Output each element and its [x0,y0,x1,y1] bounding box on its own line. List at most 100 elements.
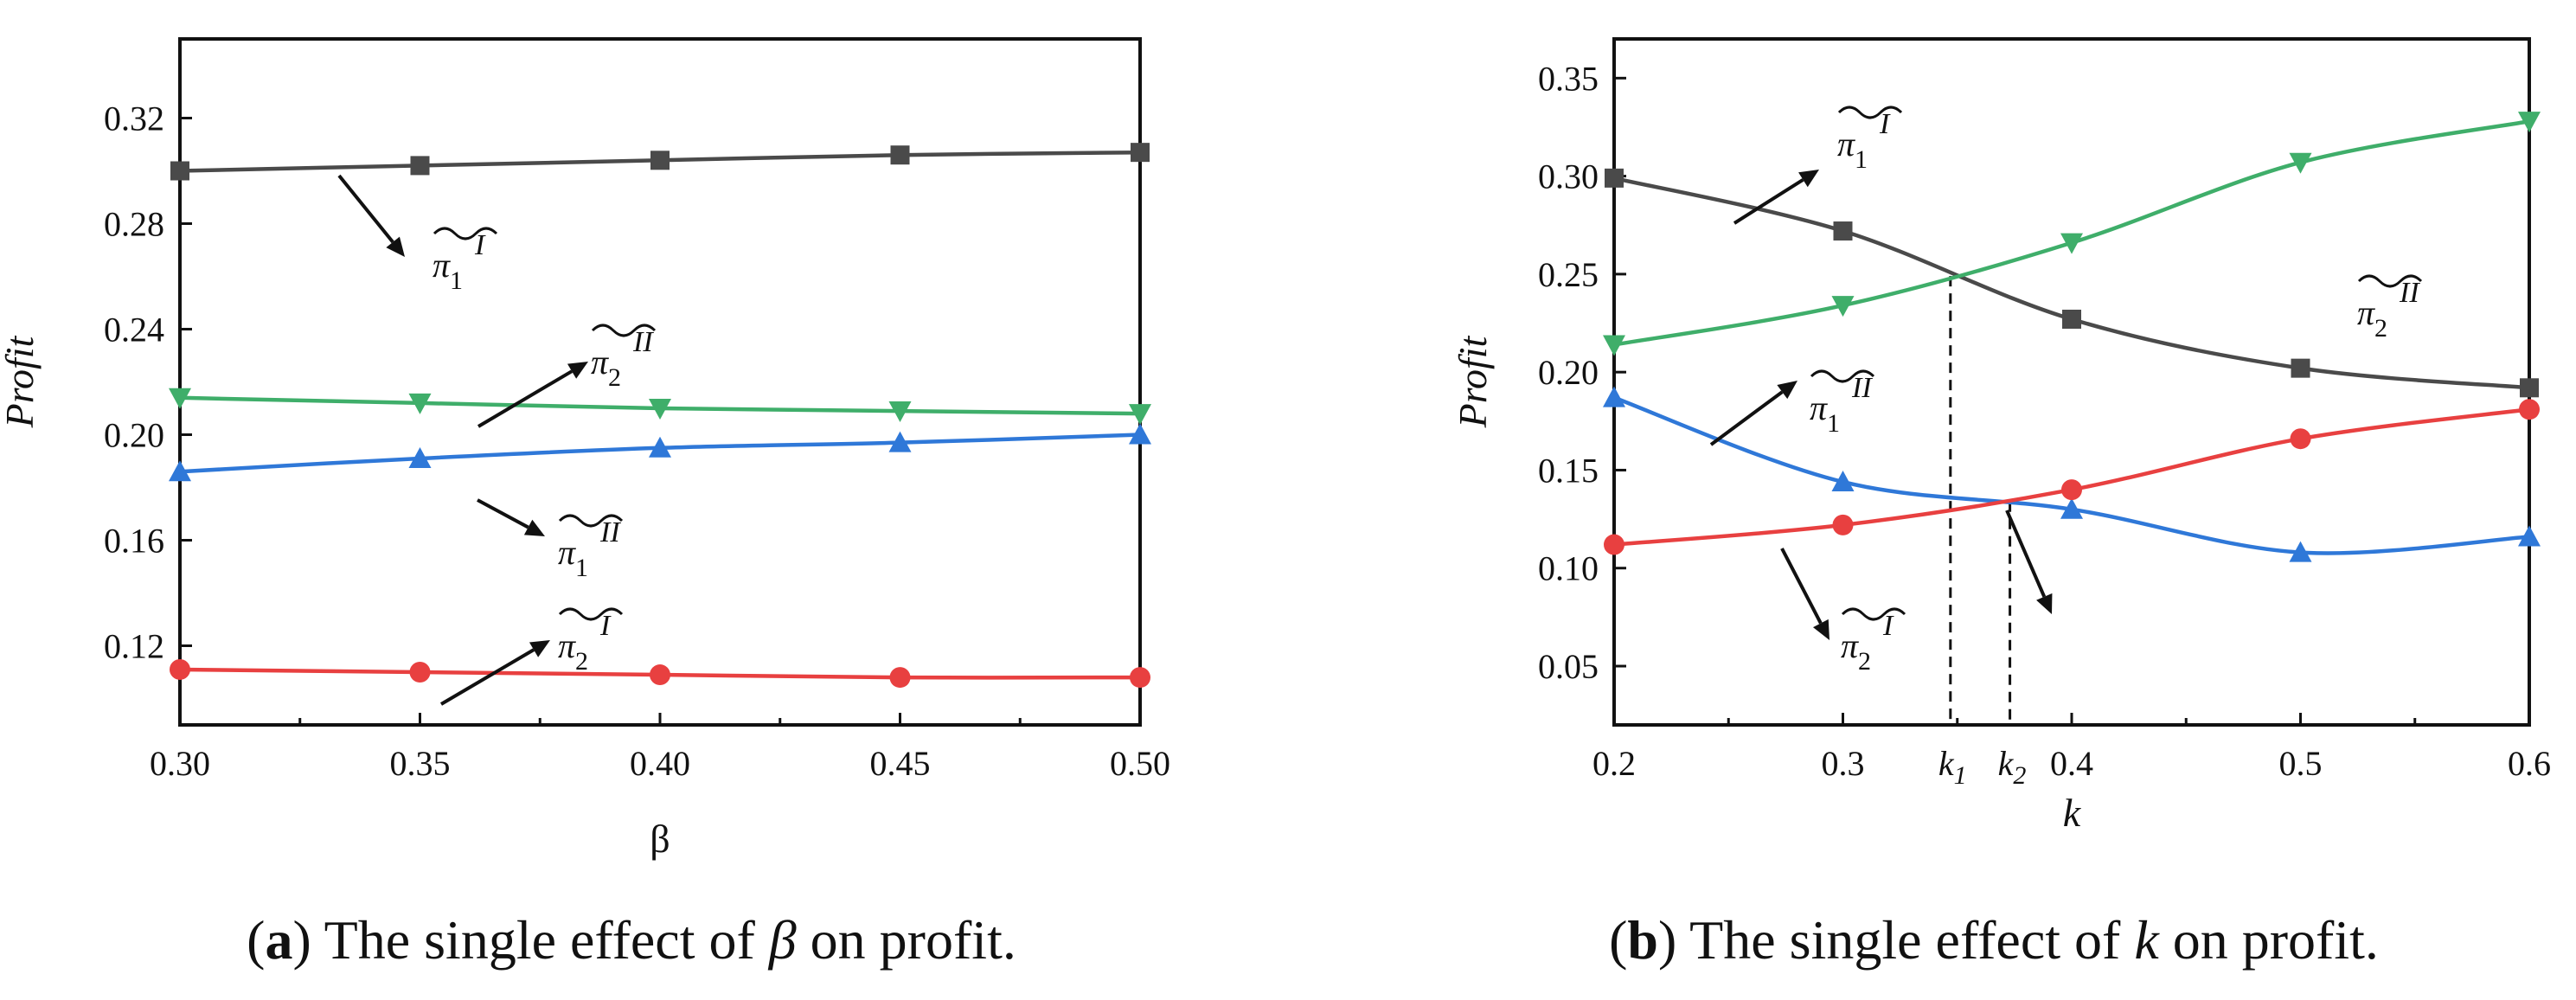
x-tick-label: 0.2 [1592,744,1636,783]
annotation-label-π1~II: π1II [1810,372,1873,438]
point-π2~I-0 [170,658,190,680]
chart-a: 0.30 0.35 0.40 0.45 0.50 0.12 0.16 0.20 0.24 0.28… [0,37,1170,861]
x-tick-label: 0.5 [2279,744,2323,783]
annotation-label-π1~I: π1I [433,229,486,295]
point-π1~II-1 [1831,471,1855,492]
annotation-arrow-π1~I [337,174,405,257]
point-π2~II-2 [2060,233,2083,254]
annotation-label-π1~I-tilde [1837,106,1903,119]
point-π1~I-1 [410,156,430,176]
point-π2~I-3 [2290,428,2311,450]
annotation-label-π2~I-tilde [558,607,624,621]
point-π1~I-3 [2291,358,2310,378]
x-tick-label: 0.30 [150,744,210,783]
x-tick-label: 0.4 [2050,744,2093,783]
y-axis-label: Profit [1451,335,1495,428]
y-tick-label: 0.30 [1538,157,1599,196]
y-tick-label: 0.12 [104,627,164,666]
point-π2~I-1 [409,662,431,683]
caption-a-sym: β [768,909,797,971]
point-π1~I-3 [890,145,910,165]
annotation-label-π1~I: π1I [1837,108,1891,174]
y-tick-label: 0.28 [104,205,164,244]
point-π1~II-2 [649,436,671,458]
annotation-arrow-π1~II [1709,381,1797,446]
caption-a: (a) The single effect of β on profit. [247,909,1016,971]
point-π1~II-3 [888,431,912,452]
y-tick-label: 0.20 [1538,353,1599,392]
point-π1~II-3 [2289,541,2312,562]
annotation-label-π2~II-tilde [591,324,657,337]
point-π1~I-0 [1605,168,1624,188]
reference-label-k2: k2 [1998,744,2027,790]
point-π2~II-2 [649,399,671,420]
point-π2~I-2 [650,664,670,686]
annotation-arrow-π2~II [2005,510,2053,614]
x-tick-label: 0.45 [870,744,931,783]
annotation-label-π1~II: π1II [558,516,621,582]
annotation-label-π2~I: π2I [558,610,612,676]
series-line-π1~I [1613,176,2530,390]
point-π2~II-0 [169,388,191,409]
point-π1~II-2 [2060,497,2083,519]
point-π2~I-4 [2519,399,2540,420]
annotation-arrow-π2~I [439,640,550,706]
x-axis-label: k [2063,791,2082,835]
x-tick-label: 0.35 [390,744,451,783]
point-π2~I-4 [1130,667,1150,689]
caption-b-tag: b [1627,909,1658,971]
point-π1~II-1 [408,446,432,468]
annotation-label-π2~I: π2I [1841,610,1894,676]
x-tick-label: 0.40 [630,744,690,783]
annotation-label-π1~II-tilde [1810,369,1875,383]
caption-b-text-after: on profit. [2172,909,2379,971]
chart-b: 0.2 0.3 0.4 0.5 0.6 0.05 0.10 0.15 0.20 0.25 0.30 0… [1451,37,2551,835]
point-π2~II-4 [2518,112,2541,133]
point-π2~II-1 [408,393,432,414]
y-tick-label: 0.15 [1538,451,1599,490]
annotation-arrow-π2~I [1780,548,1829,640]
point-π2~I-1 [1832,514,1854,535]
y-tick-label: 0.32 [104,99,164,138]
y-tick-label: 0.20 [104,416,164,455]
plot-frame [178,37,1142,727]
caption-a-text-after: on profit. [810,909,1016,971]
y-axis-label: Profit [0,335,42,428]
y-tick-label: 0.05 [1538,647,1599,686]
annotation-label-π2~II: π2II [2357,277,2420,343]
x-tick-label: 0.3 [1822,744,1865,783]
point-π1~II-0 [1603,386,1625,407]
y-tick-label: 0.10 [1538,549,1599,588]
annotation-arrow-π1~I [1733,170,1819,225]
annotation-label-π2~II: π2II [591,326,654,392]
point-π1~I-1 [1833,221,1853,241]
caption-b: (b) The single effect of k on profit. [1609,909,2379,971]
point-π1~II-4 [2518,525,2541,547]
x-axis-label: β [650,817,670,861]
annotation-arrow-π1~II [477,498,545,536]
point-π2~I-0 [1604,534,1624,555]
point-π1~I-2 [650,151,670,170]
x-tick-label: 0.50 [1110,744,1170,783]
annotation-label-π1~II-tilde [558,514,624,528]
reference-label-k1: k1 [1938,744,1967,790]
annotation-label-π2~I-tilde [1841,607,1906,621]
point-π2~I-3 [889,667,911,689]
caption-b-text-before: The single effect of [1689,909,2121,971]
y-tick-label: 0.16 [104,522,164,561]
x-tick-label: 0.6 [2508,744,2551,783]
caption-a-text-before: The single effect of [324,909,755,971]
y-tick-label: 0.25 [1538,255,1599,294]
point-π2~II-0 [1603,335,1625,356]
point-π2~II-3 [888,401,912,423]
point-π2~I-2 [2061,479,2082,501]
series-line-π2~I [1613,407,2530,547]
y-tick-label: 0.35 [1538,59,1599,98]
annotation-arrow-π2~II [477,362,588,428]
caption-b-sym: k [2134,909,2159,971]
point-π2~II-4 [1129,404,1151,426]
point-π1~I-0 [170,161,189,181]
series-line-π1~II [1613,395,2530,555]
point-π1~I-4 [2520,378,2539,398]
